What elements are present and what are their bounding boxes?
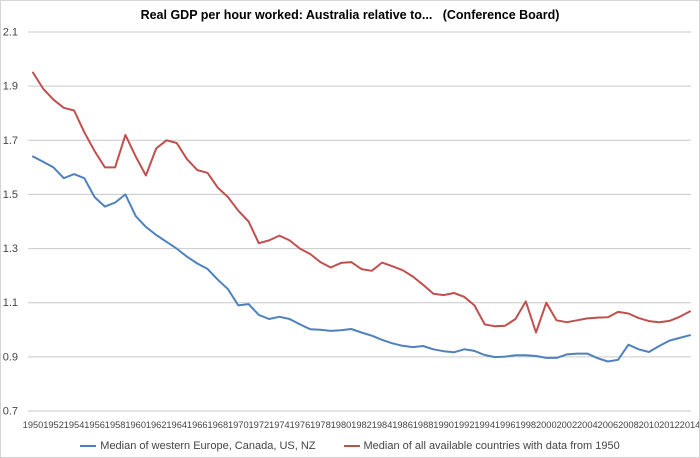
legend-line-marker-red <box>343 445 360 447</box>
x-axis-tick-label: 2006 <box>598 420 619 430</box>
x-axis-tick-label: 2010 <box>639 420 660 430</box>
legend-label-all-countries-median: Median of all available countries with d… <box>363 440 620 452</box>
x-axis-tick-label: 1986 <box>392 420 413 430</box>
y-axis-tick-label: 1.3 <box>3 243 18 255</box>
x-axis-tick-label: 2014 <box>680 420 700 430</box>
x-axis-tick-label: 1978 <box>310 420 331 430</box>
x-axis-tick-label: 1952 <box>43 420 64 430</box>
x-axis-tick-label: 1980 <box>331 420 352 430</box>
legend-item-all-countries-median: Median of all available countries with d… <box>343 440 620 452</box>
x-axis-tick-label: 1992 <box>454 420 475 430</box>
x-axis-tick-label: 1988 <box>413 420 434 430</box>
chart-title: Real GDP per hour worked: Australia rela… <box>140 8 560 22</box>
x-axis-tick-label: 1990 <box>433 420 454 430</box>
x-axis-tick-label: 1962 <box>146 420 167 430</box>
x-axis-tick-label: 1966 <box>187 420 208 430</box>
x-axis-tick-label: 1960 <box>125 420 146 430</box>
x-axis-tick-label: 1950 <box>23 420 44 430</box>
x-axis-tick-label: 1984 <box>372 420 393 430</box>
x-axis-tick-label: 1970 <box>228 420 249 430</box>
y-axis-tick-label: 1.5 <box>3 189 18 201</box>
x-axis-tick-label: 1954 <box>64 420 85 430</box>
x-axis-tick-label: 1972 <box>249 420 270 430</box>
x-axis-tick-label: 2012 <box>659 420 680 430</box>
x-axis-tick-label: 1998 <box>515 420 536 430</box>
legend-line-marker-blue <box>80 445 97 447</box>
x-axis-tick-label: 2004 <box>577 420 598 430</box>
y-axis-tick-label: 1.7 <box>3 135 18 147</box>
x-axis-tick-label: 2002 <box>556 420 577 430</box>
x-axis-tick-label: 2000 <box>536 420 557 430</box>
y-axis-tick-label: 0.9 <box>3 351 18 363</box>
y-axis-tick-label: 1.1 <box>3 297 18 309</box>
x-axis-tick-label: 2008 <box>618 420 639 430</box>
series-line-0 <box>32 155 691 363</box>
y-axis-tick-label: 1.9 <box>3 81 18 93</box>
x-axis-tick-label: 1982 <box>351 420 372 430</box>
x-axis-tick-label: 1994 <box>474 420 495 430</box>
y-axis-tick-label: 0.7 <box>3 406 18 418</box>
series-line-1 <box>32 71 691 334</box>
x-axis-tick-label: 1996 <box>495 420 516 430</box>
x-axis-tick-label: 1974 <box>269 420 290 430</box>
y-axis-tick-label: 2.1 <box>3 27 18 39</box>
x-axis-tick-label: 1976 <box>290 420 311 430</box>
x-axis-tick-label: 1956 <box>84 420 105 430</box>
x-axis-tick-label: 1958 <box>105 420 126 430</box>
legend-label-western-median: Median of western Europe, Canada, US, NZ <box>100 440 316 452</box>
x-axis-tick-label: 1964 <box>166 420 187 430</box>
legend: Median of western Europe, Canada, US, NZ… <box>1 440 699 452</box>
x-axis-tick-label: 1968 <box>207 420 228 430</box>
legend-item-western-median: Median of western Europe, Canada, US, NZ <box>80 440 316 452</box>
